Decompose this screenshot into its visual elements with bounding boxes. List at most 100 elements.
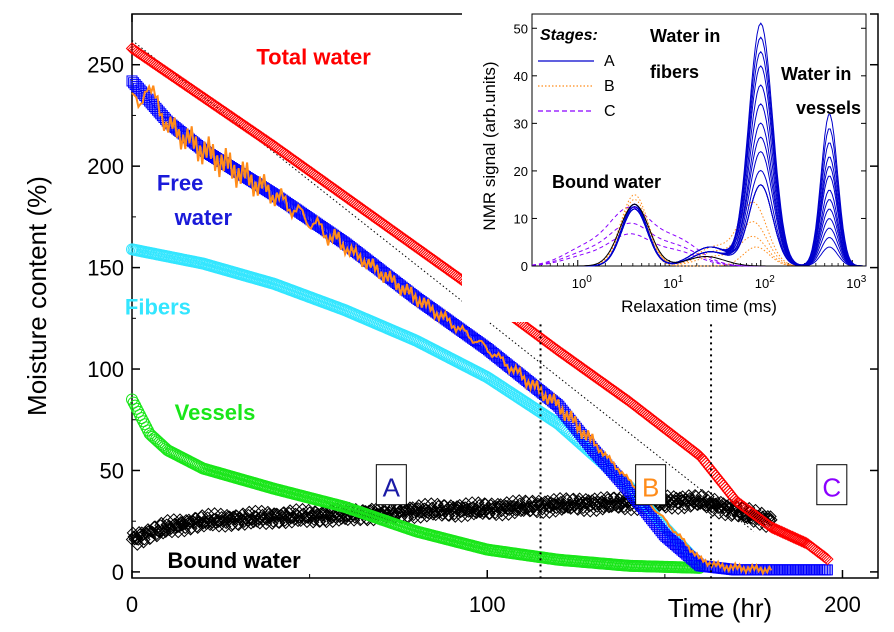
- legend-label: C: [604, 103, 616, 120]
- data-point: [569, 497, 583, 510]
- y-tick-label: 50: [100, 458, 124, 483]
- data-point: [560, 493, 574, 507]
- series-fibers: [126, 243, 706, 571]
- data-point: [391, 501, 404, 514]
- data-point: [584, 505, 597, 518]
- curve-stage-c: [531, 206, 866, 267]
- stage-label-b: B: [642, 473, 659, 503]
- series-label: Vessels: [175, 400, 256, 425]
- y-tick-label: 0: [112, 560, 124, 585]
- inset-frame: [531, 13, 867, 267]
- data-point: [400, 503, 413, 516]
- stage-label-c: C: [822, 473, 841, 503]
- data-point: [714, 495, 728, 509]
- stage-box-b: [635, 464, 667, 506]
- series-bound-water: [125, 488, 778, 551]
- data-point: [171, 520, 184, 534]
- inset-x-axis-title: Relaxation time (ms): [621, 297, 777, 316]
- inset-y-tick-label: 0: [521, 259, 528, 274]
- data-point: [765, 513, 778, 527]
- data-point: [718, 481, 732, 494]
- data-point: [707, 467, 721, 480]
- x-axis-title: Time (hr): [668, 593, 772, 623]
- data-point: [699, 456, 713, 470]
- data-point: [164, 522, 178, 535]
- y-tick-label: 150: [87, 256, 124, 281]
- inset-x-tick-label: 102: [755, 274, 775, 291]
- data-point: [144, 532, 157, 545]
- data-point: [153, 525, 166, 539]
- inset-y-tick-label: 20: [514, 164, 528, 179]
- data-point: [488, 500, 501, 513]
- series-label: Bound water: [168, 548, 302, 573]
- data-point: [183, 515, 196, 528]
- inset-background: [462, 12, 870, 322]
- data-point: [526, 494, 539, 508]
- data-point: [312, 508, 325, 521]
- y-tick-label: 200: [87, 154, 124, 179]
- data-point: [127, 396, 140, 409]
- data-point: [299, 510, 313, 524]
- series-label: Free: [157, 171, 203, 196]
- data-point: [542, 500, 555, 514]
- inset-annotation: Water in: [781, 64, 851, 84]
- inset-x-tick-label: 103: [846, 274, 866, 291]
- legend-label: A: [604, 53, 615, 70]
- data-point: [479, 497, 492, 511]
- series-label: Total water: [256, 45, 371, 70]
- series-label: Fibers: [125, 294, 191, 319]
- y-tick-label: 250: [87, 53, 124, 78]
- data-point: [138, 533, 151, 546]
- inset-y-tick-label: 40: [514, 69, 528, 84]
- data-point: [273, 516, 286, 529]
- series-label: water: [174, 205, 233, 230]
- data-point: [553, 492, 567, 505]
- series-vessels: [126, 393, 706, 574]
- data-point: [715, 477, 729, 490]
- legend-title: Stages:: [540, 27, 598, 44]
- data-point: [132, 405, 145, 418]
- inset-annotation: vessels: [796, 98, 861, 118]
- data-point: [563, 498, 577, 511]
- data-point: [177, 518, 190, 531]
- data-point: [130, 402, 143, 415]
- data-point: [821, 552, 834, 566]
- inset-plot: 0 10 20 30 40 50 100 101 102 103 Relaxation time (…: [462, 12, 870, 322]
- y-axis-title: Moisture content (%): [22, 176, 52, 416]
- stage-box-a: [375, 464, 407, 506]
- data-point: [520, 495, 533, 508]
- x-tick-label: 100: [469, 592, 506, 617]
- data-point: [434, 504, 448, 517]
- data-point: [138, 418, 151, 431]
- stage-label-a: A: [383, 473, 401, 503]
- inset-annotation: Bound water: [552, 172, 661, 192]
- data-point: [718, 501, 731, 515]
- data-point: [722, 485, 735, 498]
- stage-box-c: [816, 464, 848, 506]
- data-point: [723, 487, 737, 500]
- data-point: [624, 503, 638, 517]
- curve-stage-a: [532, 203, 866, 267]
- curve-stage-b: [532, 194, 866, 267]
- data-point: [159, 525, 172, 538]
- data-point: [143, 427, 156, 440]
- data-point: [704, 496, 718, 510]
- inset-y-tick-label: 10: [514, 211, 528, 226]
- legend-label: B: [604, 78, 615, 95]
- data-point: [702, 461, 716, 474]
- data-point: [185, 522, 198, 535]
- data-point: [246, 513, 259, 526]
- data-point: [224, 512, 237, 525]
- inset-legend: Stages: ABC: [538, 27, 616, 120]
- data-point: [137, 415, 150, 428]
- data-point: [708, 492, 721, 506]
- data-point: [441, 502, 454, 516]
- data-point: [211, 515, 225, 529]
- x-tick-label: 200: [824, 592, 861, 617]
- series-free-water-fit: [131, 83, 773, 576]
- data-point: [710, 471, 724, 484]
- data-point: [717, 479, 730, 492]
- data-point: [129, 529, 142, 543]
